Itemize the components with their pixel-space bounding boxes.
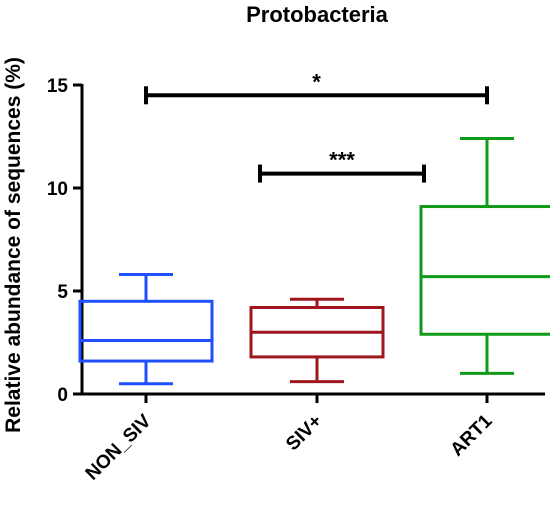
y-tick-label-1: 5 xyxy=(57,282,68,303)
y-tick-label-3: 15 xyxy=(47,76,69,97)
significance-bracket-0: * xyxy=(144,69,489,105)
chart-title: Protobacteria xyxy=(246,2,389,27)
y-axis-label: Relative abundance of sequences (%) xyxy=(2,57,25,433)
y-tick-label-2: 10 xyxy=(47,179,68,200)
x-tick-label-2: ART1 xyxy=(447,410,497,460)
iqr-box-0 xyxy=(78,299,214,363)
iqr-box-2 xyxy=(419,205,550,336)
significance-label-0: * xyxy=(312,69,321,94)
significance-bracket-1: *** xyxy=(258,148,426,183)
significance-brackets: **** xyxy=(144,69,489,183)
boxes xyxy=(78,137,550,386)
significance-label-1: *** xyxy=(329,148,355,173)
box-2 xyxy=(419,137,550,375)
box-0 xyxy=(78,273,214,386)
y-tick-label-0: 0 xyxy=(57,385,68,406)
box-1 xyxy=(249,297,385,384)
x-tick-label-1: SIV+ xyxy=(282,411,326,455)
x-tick-label-0: NON_SIV xyxy=(82,410,156,484)
